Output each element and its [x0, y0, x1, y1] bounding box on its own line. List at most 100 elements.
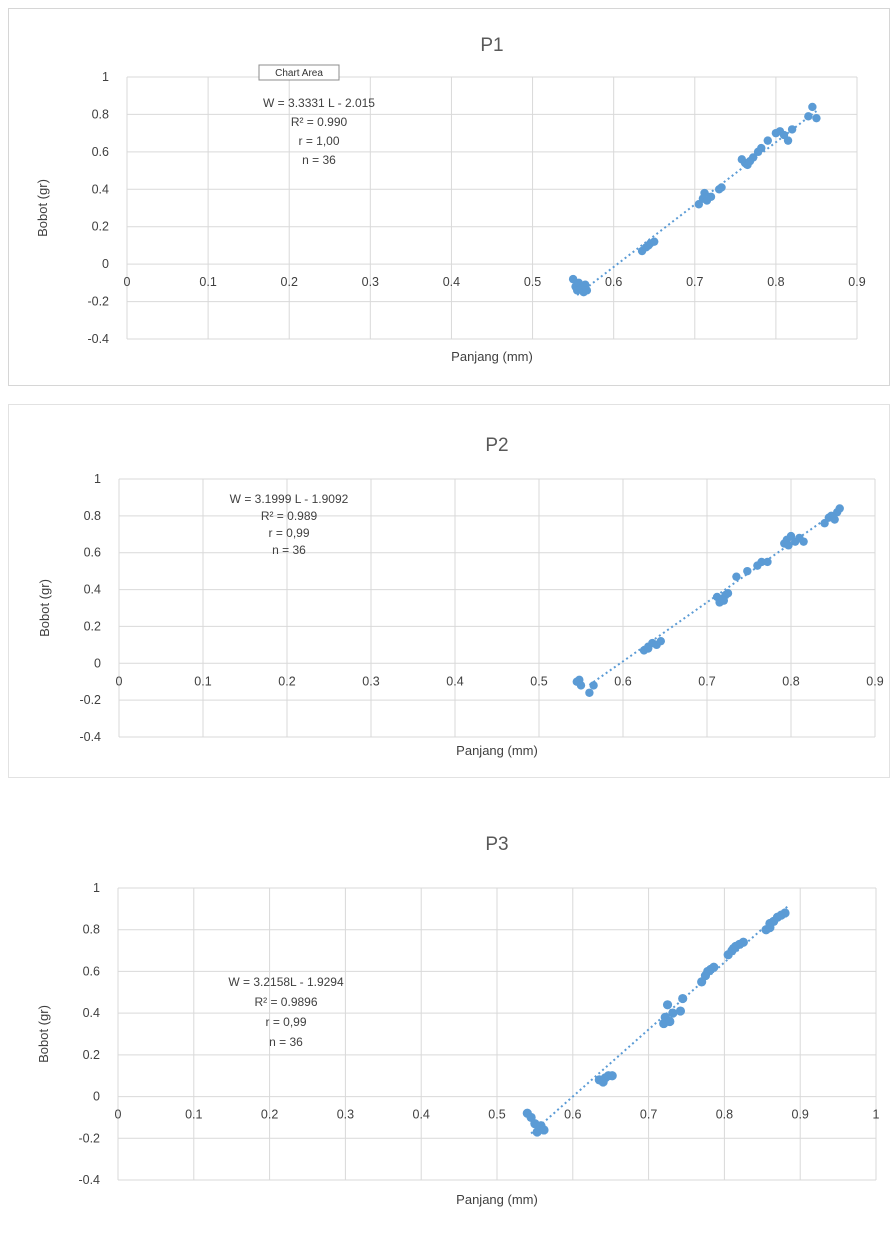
p3-y-tick-label: 0.6 — [83, 964, 100, 978]
p2-data-point — [835, 504, 844, 513]
chart-p1: P1 1 0.8 0.6 0.4 0.2 0 -0.2 -0.4 0 0.1 0.2 0.3 0.4 0.5… — [8, 8, 890, 386]
p2-y-tick-label: 0.8 — [84, 509, 101, 523]
p3-data-point — [738, 937, 748, 947]
p3-y-tick-label: 0.4 — [83, 1006, 100, 1020]
p1-regression-annotation: r = 1,00 — [298, 134, 339, 148]
p2-x-tick-label: 0.9 — [866, 674, 883, 688]
p3-regression-annotation: W = 3.2158L - 1.9294 — [228, 975, 344, 989]
chart-p3: P3 1 0.8 0.6 0.4 0.2 0 -0.2 -0.4 0 0.1 0.2 0.3 0.4 0.5… — [8, 808, 888, 1238]
p1-data-point — [748, 153, 758, 162]
p2-regression-annotation: r = 0,99 — [268, 526, 309, 540]
p3-x-tick-label: 0.5 — [488, 1108, 505, 1122]
p3-regression-annotation: n = 36 — [269, 1035, 303, 1049]
p2-data-point — [576, 681, 586, 690]
p2-x-tick-label: 0 — [116, 674, 123, 688]
p3-x-axis-label: Panjang (mm) — [456, 1192, 538, 1207]
p2-title: P2 — [485, 435, 508, 456]
p3-y-tick-label: 0.2 — [83, 1048, 100, 1062]
p2-data-point — [732, 572, 741, 581]
p2-y-tick-label: 0.6 — [84, 546, 101, 560]
p1-x-tick-label: 0.4 — [443, 275, 460, 289]
p1-x-tick-label: 0.7 — [686, 275, 703, 289]
p1-data-point — [804, 112, 813, 121]
p3-data-point — [665, 1016, 675, 1027]
p3-x-tick-label: 0.4 — [413, 1108, 430, 1122]
p1-regression-annotation: W = 3.3331 L - 2.015 — [263, 96, 375, 110]
p1-x-tick-label: 0.2 — [281, 275, 298, 289]
p2-data-point — [784, 541, 793, 550]
p3-y-tick-label: 0 — [93, 1090, 100, 1104]
p1-y-tick-label: 0.2 — [92, 220, 109, 234]
p2-x-tick-label: 0.5 — [530, 674, 547, 688]
p2-data-point — [763, 557, 772, 567]
p1-regression-annotation: n = 36 — [302, 153, 336, 167]
p2-y-tick-label: 0.2 — [84, 619, 101, 633]
p3-x-tick-label: 0.2 — [261, 1108, 278, 1122]
p3-trendline — [530, 904, 790, 1135]
p1-y-tick-label: -0.4 — [87, 332, 109, 346]
p2-x-tick-label: 0.7 — [698, 674, 715, 688]
p2-y-tick-label: 1 — [94, 472, 101, 486]
p3-y-axis-label: Bobot (gr) — [36, 1005, 51, 1063]
p3-data-point — [678, 993, 688, 1004]
p3-x-tick-label: 1 — [873, 1108, 880, 1122]
p2-data-point — [585, 688, 594, 697]
p3-data-point — [709, 962, 719, 972]
p2-data-point — [757, 557, 766, 567]
p1-x-tick-label: 0.3 — [362, 275, 379, 289]
p3-y-tick-label: -0.2 — [78, 1131, 100, 1145]
p3-data-point — [765, 923, 775, 933]
p2-data-point — [828, 513, 838, 522]
p1-x-tick-label: 0.6 — [605, 275, 622, 289]
p2-x-tick-label: 0.1 — [194, 674, 211, 688]
p1-y-tick-label: 0.8 — [92, 107, 109, 121]
p3-y-tick-label: 0.8 — [83, 923, 100, 937]
p2-x-tick-label: 0.4 — [446, 674, 463, 688]
p2-x-tick-label: 0.6 — [614, 674, 631, 688]
p3-y-tick-label: -0.4 — [78, 1173, 100, 1187]
p3-x-tick-label: 0.7 — [640, 1108, 657, 1122]
p1-y-tick-label: 1 — [102, 70, 109, 84]
p2-x-tick-label: 0.8 — [782, 674, 799, 688]
p1-y-tick-label: 0 — [102, 257, 109, 271]
p3-regression-annotation: R² = 0.9896 — [254, 995, 317, 1009]
p1-data-point — [757, 143, 766, 153]
p2-y-tick-label: -0.2 — [79, 693, 101, 707]
p1-x-tick-label: 0 — [124, 275, 131, 289]
chart-p2: P2 1 0.8 0.6 0.4 0.2 0 -0.2 -0.4 0 0.1 0.2 0.3 0.4 0.5… — [8, 404, 890, 778]
chart-p3-svg: P3 1 0.8 0.6 0.4 0.2 0 -0.2 -0.4 0 0.1 0.2 0.3 0.4 0.5… — [36, 834, 880, 1207]
p1-data-point — [763, 136, 772, 145]
p2-data-point — [743, 566, 752, 576]
p1-tooltip-box — [258, 64, 340, 81]
p2-data-point — [656, 636, 665, 646]
p2-y-tick-label: 0.4 — [84, 583, 101, 597]
p1-x-tick-label: 0.5 — [524, 275, 541, 289]
chart-p2-svg: P2 1 0.8 0.6 0.4 0.2 0 -0.2 -0.4 0 0.1 0.2 0.3 0.4 0.5… — [37, 435, 884, 758]
p2-data-point — [799, 537, 808, 546]
p1-y-tick-label: 0.6 — [92, 145, 109, 159]
p3-data-point — [662, 1000, 673, 1010]
p1-data-point — [717, 183, 726, 192]
p3-x-tick-label: 0.1 — [185, 1108, 202, 1122]
p2-y-axis-label: Bobot (gr) — [37, 579, 52, 637]
p2-regression-annotation: R² = 0.989 — [261, 509, 318, 523]
p1-y-tick-label: 0.4 — [92, 182, 109, 196]
p3-x-tick-label: 0.9 — [792, 1108, 809, 1122]
p3-data-point — [668, 1008, 678, 1018]
p1-y-tick-label: -0.2 — [87, 295, 109, 309]
p1-regression-annotation: R² = 0.990 — [291, 115, 348, 129]
p1-data-point — [808, 102, 817, 112]
chart-p1-svg: P1 1 0.8 0.6 0.4 0.2 0 -0.2 -0.4 0 0.1 0.2 0.3 0.4 0.5… — [35, 35, 866, 364]
p1-tooltip-text: Chart Area — [275, 68, 323, 79]
p1-x-tick-label: 0.9 — [848, 275, 865, 289]
p1-x-tick-label: 0.8 — [767, 275, 784, 289]
p3-data-point — [728, 943, 739, 954]
p3-title: P3 — [485, 834, 508, 855]
p3-data-point — [539, 1125, 549, 1135]
p2-x-axis-label: Panjang (mm) — [456, 743, 538, 758]
p2-y-tick-label: 0 — [94, 656, 101, 670]
p1-data-point — [783, 136, 793, 145]
p1-data-point — [812, 113, 821, 123]
p2-regression-annotation: W = 3.1999 L - 1.9092 — [230, 492, 349, 506]
p2-data-point — [719, 596, 728, 605]
